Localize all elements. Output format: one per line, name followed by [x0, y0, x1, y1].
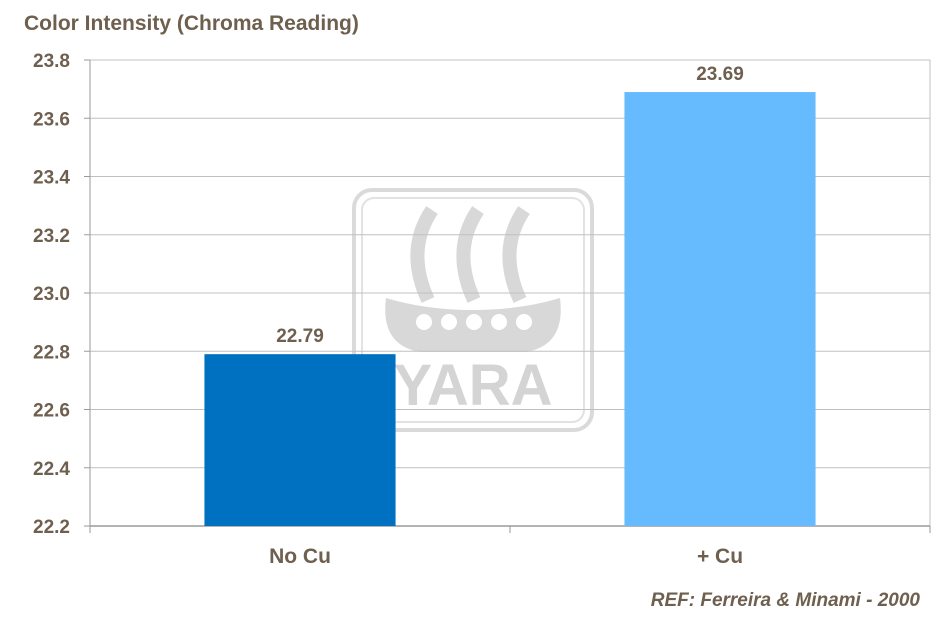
- bar-1: [204, 354, 396, 526]
- y-tick-label: 23.6: [33, 109, 70, 130]
- labels: 22.2 22.4 22.6 22.8 23.0 23.2 23.4 23.6 23.8 22.7…: [33, 51, 744, 568]
- y-tick-label: 22.2: [33, 517, 70, 538]
- y-tick-label: 23.4: [33, 168, 70, 189]
- bar-2: [624, 92, 816, 526]
- y-tick-label: 22.8: [33, 342, 70, 363]
- y-tick-label: 22.6: [33, 401, 70, 422]
- data-label: 23.69: [696, 64, 744, 85]
- y-tick-label: 23.2: [33, 226, 70, 247]
- yara-logo-text: YARA: [393, 353, 552, 418]
- y-tick-label: 23.0: [33, 284, 70, 305]
- y-tick-label: 23.8: [33, 51, 70, 72]
- x-category-label: + Cu: [697, 545, 743, 568]
- bars: [204, 92, 816, 526]
- chart-title: Color Intensity (Chroma Reading): [24, 12, 359, 35]
- y-tick-label: 22.4: [33, 459, 70, 480]
- reference-note: REF: Ferreira & Minami - 2000: [650, 590, 920, 611]
- data-label: 22.79: [276, 326, 324, 347]
- yara-logo-watermark: YARA: [352, 188, 594, 432]
- x-category-label: No Cu: [269, 545, 331, 568]
